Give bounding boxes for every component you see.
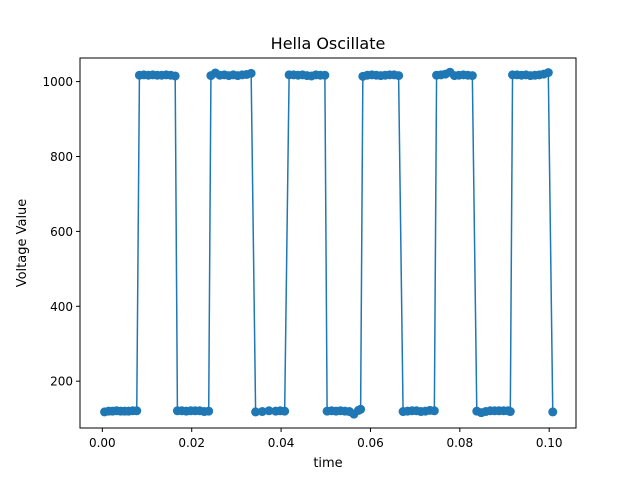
y-tick-label: 400: [50, 300, 73, 314]
data-point: [505, 407, 515, 417]
data-point: [429, 406, 439, 416]
y-tick-label: 800: [50, 150, 73, 164]
data-point: [246, 68, 256, 78]
data-point: [257, 407, 267, 417]
y-tick-label: 200: [50, 375, 73, 389]
data-point: [251, 407, 261, 417]
data-point: [356, 404, 366, 414]
x-axis-label: time: [313, 456, 342, 471]
data-point: [264, 406, 274, 416]
x-tick-label: 0.10: [536, 436, 563, 450]
x-tick-label: 0.08: [446, 436, 473, 450]
data-point: [467, 71, 477, 81]
x-axis: 0.00 0.02 0.04 0.06 0.08 0.10: [89, 428, 563, 450]
data-point: [280, 406, 290, 416]
data-point: [132, 406, 142, 416]
plot-area: [100, 67, 558, 419]
x-tick-label: 0.06: [357, 436, 384, 450]
x-tick-label: 0.04: [268, 436, 295, 450]
data-point: [170, 71, 180, 81]
data-point: [394, 71, 404, 81]
x-tick-label: 0.02: [178, 436, 205, 450]
data-point: [320, 70, 330, 80]
y-tick-label: 600: [50, 225, 73, 239]
y-tick-label: 1000: [42, 75, 73, 89]
x-tick-label: 0.00: [89, 436, 116, 450]
data-point: [543, 68, 553, 78]
axes-frame: [79, 57, 577, 429]
y-axis-label: Voltage Value: [15, 199, 30, 288]
data-point: [204, 406, 214, 416]
y-axis: 200 400 600 800 1000: [42, 75, 80, 389]
data-point: [548, 407, 558, 417]
chart-title: Hella Oscillate: [271, 34, 386, 53]
